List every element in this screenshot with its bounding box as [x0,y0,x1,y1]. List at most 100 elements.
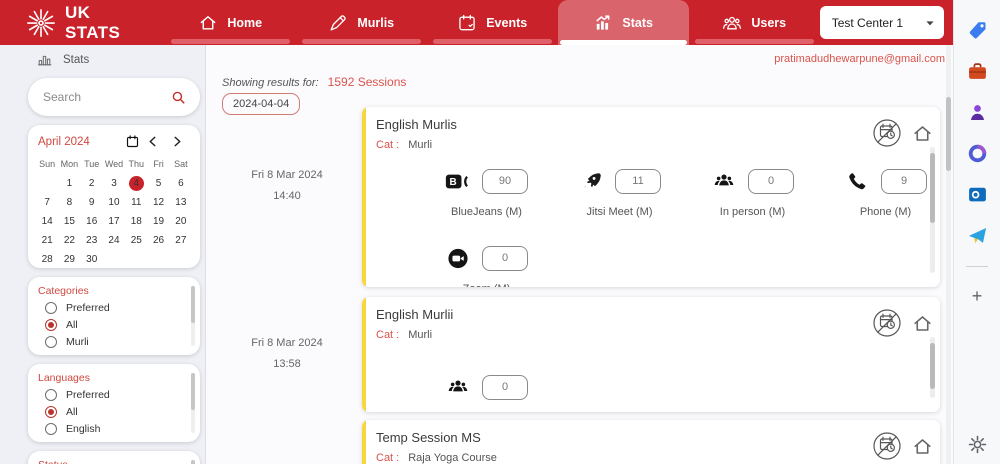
calendar-day-30[interactable]: 30 [86,254,98,265]
profile-extension-icon[interactable] [967,102,988,123]
filter-scrollbar-thumb[interactable] [191,460,195,464]
calendar-day-29[interactable]: 29 [63,254,75,265]
calendar-day-25[interactable]: 25 [130,235,142,246]
calendar-day-21[interactable]: 21 [41,235,53,246]
no-schedule-icon[interactable] [870,429,904,463]
session-category-row: Cat : Raja Yoga Course [376,452,926,464]
filter-scrollbar-thumb[interactable] [191,286,195,324]
filter-scrollbar[interactable] [191,286,195,346]
card-scrollbar[interactable] [930,147,935,273]
calendar-day-23[interactable]: 23 [86,235,98,246]
radio-unchecked-icon[interactable] [45,389,57,401]
radio-option-all[interactable]: All [45,406,190,418]
radio-label: All [66,406,78,418]
calendar-day-18[interactable]: 18 [130,216,142,227]
session-card: English Murlii Cat : Murli In person (M) [362,297,940,412]
radio-checked-icon[interactable] [45,406,57,418]
main-scrollbar[interactable] [946,45,951,464]
nav-item-label: Users [751,15,787,30]
calendar-day-7[interactable]: 7 [44,197,50,208]
calendar-day-6[interactable]: 6 [178,178,184,189]
radio-option-english[interactable]: English [45,423,190,435]
calendar-day-3[interactable]: 3 [111,178,117,189]
calendar-day-4[interactable]: 4 [125,174,147,193]
briefcase-extension-icon[interactable] [967,61,988,82]
radio-option-all[interactable]: All [45,319,190,331]
timeline-date-text: Fri 8 Mar 2024 [251,169,323,181]
calendar-day-9[interactable]: 9 [88,197,95,208]
calendar-icon[interactable] [125,134,140,149]
calendar-day-11[interactable]: 11 [131,197,142,208]
center-select[interactable]: Test Center 1 [819,6,944,39]
calendar-weekdays: Sun Mon Tue Wed Thu Fri Sat [36,156,192,172]
brand[interactable]: UK STATS [0,0,149,45]
filter-card-status: Status [28,451,200,464]
card-scrollbar-thumb[interactable] [930,153,935,223]
session-home-icon[interactable] [912,123,933,144]
radio-option-murli[interactable]: Murli [45,336,190,348]
stat-label: Zoom (M) [463,283,511,287]
stat-input-bluejeans[interactable] [482,168,528,194]
filter-scrollbar-thumb[interactable] [191,373,195,411]
stat-input-phone[interactable] [881,168,927,194]
calendar-day-12[interactable]: 12 [153,197,165,208]
calendar-day-22[interactable]: 22 [63,235,75,246]
stat-input-inperson[interactable] [482,374,528,400]
radio-unchecked-icon[interactable] [45,302,57,314]
calendar-day-27[interactable]: 27 [175,235,187,246]
calendar-day-24[interactable]: 24 [108,235,120,246]
date-filter-chip[interactable]: 2024-04-04 [222,93,301,115]
calendar-day-8[interactable]: 8 [66,197,73,208]
radio-checked-icon[interactable] [45,319,57,331]
stat-input-group [445,373,528,401]
filter-card-categories: Categories Preferred All Murli [28,277,200,355]
send-extension-icon[interactable] [967,225,988,246]
add-extension-button[interactable]: + [971,286,983,306]
card-scrollbar[interactable] [930,337,935,398]
radio-unchecked-icon[interactable] [45,423,57,435]
calendar-day-17[interactable]: 17 [108,216,120,227]
calendar-day-5[interactable]: 5 [155,178,162,189]
category-value: Raja Yoga Course [408,452,497,464]
filter-scrollbar[interactable] [191,373,195,433]
radio-option-preferred[interactable]: Preferred [45,302,190,314]
mail-extension-icon[interactable] [967,184,988,205]
main-scrollbar-thumb[interactable] [946,97,951,171]
nav-item-users[interactable]: Users [689,0,820,45]
ring-extension-icon[interactable] [967,143,988,164]
search-icon[interactable] [170,89,200,106]
session-title: English Murlii [376,307,454,322]
settings-icon[interactable] [967,434,988,455]
calendar-day-10[interactable]: 10 [108,197,120,208]
search-input[interactable] [28,89,170,105]
radio-option-preferred[interactable]: Preferred [45,389,190,401]
session-home-icon[interactable] [912,436,933,457]
nav-item-home[interactable]: Home [165,0,296,45]
no-schedule-icon[interactable] [870,116,904,150]
stat-input-inperson[interactable] [748,168,794,194]
calendar-day-13[interactable]: 13 [175,197,187,208]
radio-unchecked-icon[interactable] [45,336,57,348]
calendar-day-2[interactable]: 2 [88,178,95,189]
nav-item-murlis[interactable]: Murlis [296,0,427,45]
calendar-day-26[interactable]: 26 [153,235,165,246]
calendar-prev-icon[interactable] [140,136,165,147]
calendar-next-icon[interactable] [165,136,190,147]
calendar-day-15[interactable]: 15 [63,216,75,227]
calendar-day-1[interactable]: 1 [66,178,73,189]
nav-item-stats[interactable]: Stats [557,0,689,45]
filter-scrollbar[interactable] [191,460,195,464]
stat-input-zoomcam[interactable] [482,245,528,271]
session-home-icon[interactable] [912,313,933,334]
calendar-day-14[interactable]: 14 [41,216,53,227]
nav-item-events[interactable]: Events [427,0,558,45]
calendar-day-28[interactable]: 28 [41,254,53,265]
calendar-day-16[interactable]: 16 [86,216,98,227]
tag-extension-icon[interactable] [967,20,988,41]
card-scrollbar-thumb[interactable] [930,343,935,389]
calendar-day-20[interactable]: 20 [175,216,187,227]
no-schedule-icon[interactable] [870,306,904,340]
stat-input-jitsi[interactable] [615,168,661,194]
calendar-day-19[interactable]: 19 [153,216,165,227]
